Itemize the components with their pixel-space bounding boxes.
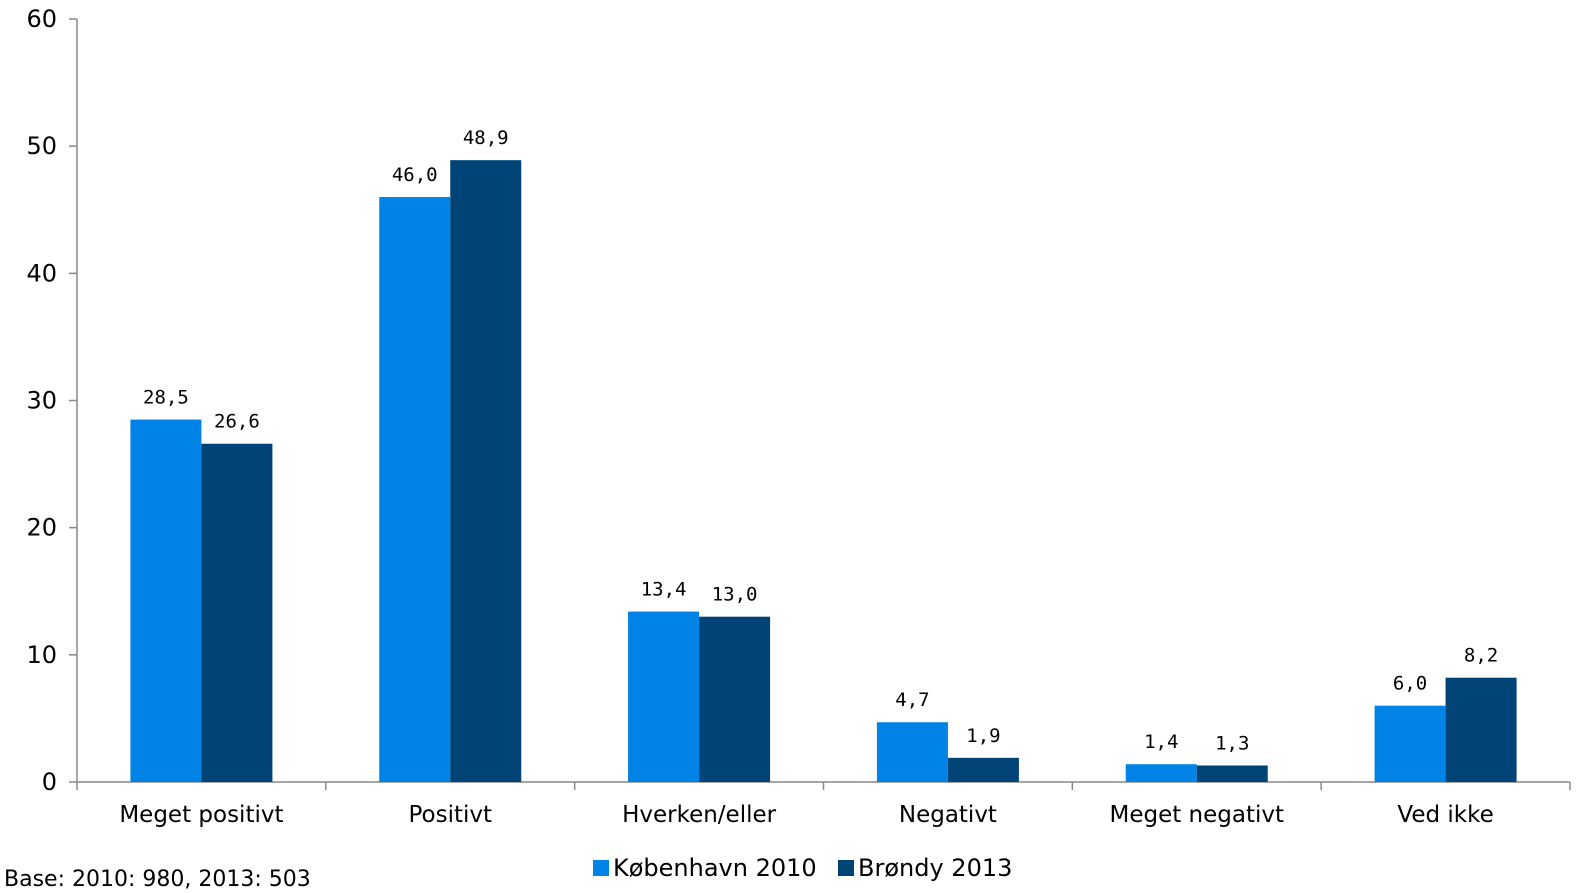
x-category-label: Positivt (408, 802, 492, 828)
bar-kobenhavn-2010 (628, 611, 700, 782)
bar-brondy-2013 (947, 757, 1019, 782)
bar-kobenhavn-2010 (876, 722, 948, 782)
data-label: 6,0 (1393, 673, 1427, 695)
y-axis: 0 10 20 30 40 50 60 (26, 5, 78, 796)
bar-brondy-2013 (699, 616, 771, 782)
y-tick-label: 0 (42, 768, 57, 796)
bar-brondy-2013 (450, 160, 522, 782)
x-category-label: Negativt (899, 802, 997, 828)
data-label: 8,2 (1464, 645, 1498, 667)
data-label: 4,7 (895, 689, 929, 711)
legend-swatch (593, 860, 609, 876)
bar-kobenhavn-2010 (379, 197, 451, 783)
legend-label: Brøndy 2013 (858, 854, 1012, 882)
data-label: 46,0 (392, 164, 438, 186)
bar-brondy-2013 (1445, 677, 1517, 782)
data-label: 28,5 (143, 387, 189, 409)
bar-brondy-2013 (1196, 765, 1268, 782)
y-tick-label: 10 (26, 641, 57, 669)
data-label: 13,0 (712, 584, 758, 606)
x-category-label: Meget negativt (1109, 802, 1284, 828)
bars-group (130, 160, 1517, 783)
y-tick-label: 60 (26, 5, 57, 33)
legend: København 2010 Brøndy 2013 (593, 854, 1012, 882)
data-label: 1,9 (966, 725, 1000, 747)
x-category-label: Ved ikke (1397, 802, 1493, 828)
y-tick-label: 40 (26, 259, 57, 287)
bar-brondy-2013 (201, 443, 273, 782)
y-tick-label: 50 (26, 132, 57, 160)
data-label: 48,9 (463, 127, 509, 149)
bar-kobenhavn-2010 (130, 419, 202, 782)
data-label: 1,3 (1215, 732, 1249, 754)
x-category-label: Hverken/eller (622, 802, 777, 828)
x-axis: Meget positivt Positivt Hverken/eller Negat… (76, 781, 1571, 828)
bar-kobenhavn-2010 (1125, 764, 1197, 782)
x-category-label: Meget positivt (119, 802, 283, 828)
legend-label: København 2010 (613, 854, 817, 882)
y-tick-label: 20 (26, 514, 57, 542)
bar-kobenhavn-2010 (1374, 705, 1446, 782)
data-labels-group: 28,5 26,6 46,0 48,9 13,4 13,0 4,7 1,9 1,4 1,3 6,0 8… (143, 127, 1498, 754)
data-label: 1,4 (1144, 731, 1178, 753)
y-tick-label: 30 (26, 387, 57, 415)
legend-swatch (838, 860, 854, 876)
base-footnote: Base: 2010: 980, 2013: 503 (4, 867, 311, 892)
data-label: 13,4 (641, 579, 687, 601)
data-label: 26,6 (214, 411, 260, 433)
